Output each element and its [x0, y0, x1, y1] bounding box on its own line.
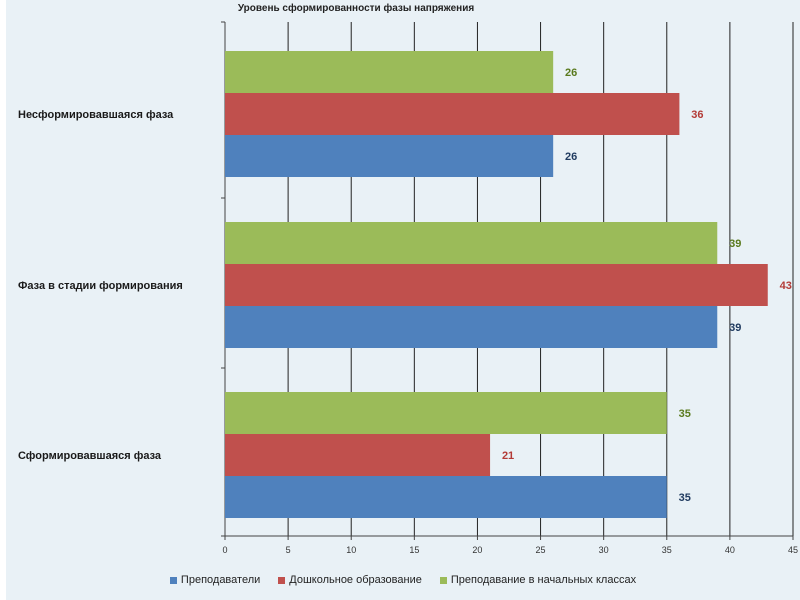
bar-0-0: [225, 135, 554, 177]
legend-label-primary: Преподавание в начальных классах: [450, 574, 637, 586]
data-label-0-0: 26: [565, 151, 577, 163]
data-label-2-0: 35: [679, 492, 691, 504]
bar-1-1: [225, 264, 768, 306]
category-label-1: Фаза в стадии формирования: [18, 280, 183, 292]
data-label-2-1: 21: [502, 450, 514, 462]
legend-item-preschool: Дошкольное образование: [278, 574, 422, 586]
data-label-2-2: 35: [679, 408, 691, 420]
data-label-1-0: 39: [729, 322, 741, 334]
legend-item-primary: Преподавание в начальных классах: [439, 574, 637, 586]
category-label-0: Несформировавшаяся фаза: [18, 109, 174, 121]
bar-0-1: [225, 93, 680, 135]
legend-label-preschool: Дошкольное образование: [289, 574, 422, 586]
legend-swatch-primary: [439, 576, 447, 584]
x-tick-label-5: 5: [286, 545, 291, 555]
bar-chart: 0 5 10 15 20 25 30 35 40 45 26 36 26 Несформировавшая…: [18, 21, 798, 555]
legend-label-teachers: Преподаватели: [180, 574, 261, 586]
chart-area: Уровень сформированности фазы напряжения…: [6, 0, 800, 600]
data-label-0-1: 36: [691, 109, 703, 121]
x-tick-label-20: 20: [472, 545, 482, 555]
bar-2-1: [225, 434, 491, 476]
x-tick-label-40: 40: [725, 545, 735, 555]
x-tick-label-45: 45: [788, 545, 798, 555]
legend-swatch-teachers: [169, 576, 177, 584]
bar-0-2: [225, 51, 554, 93]
x-tick-label-35: 35: [662, 545, 672, 555]
x-tick-label-10: 10: [346, 545, 356, 555]
bar-1-0: [225, 306, 718, 348]
legend-item-teachers: Преподаватели: [169, 574, 261, 586]
x-tick-label-0: 0: [222, 545, 227, 555]
legend-swatch-preschool: [278, 576, 286, 584]
category-label-2: Сформировавшаяся фаза: [18, 450, 162, 462]
x-tick-label-15: 15: [409, 545, 419, 555]
data-label-1-2: 39: [729, 238, 741, 250]
bar-1-2: [225, 222, 718, 264]
data-label-1-1: 43: [780, 280, 792, 292]
bar-2-2: [225, 392, 667, 434]
x-tick-label-25: 25: [536, 545, 546, 555]
chart-title: Уровень сформированности фазы напряжения: [237, 3, 475, 14]
legend: Преподаватели Дошкольное образование Пре…: [6, 574, 800, 586]
data-label-0-2: 26: [565, 67, 577, 79]
bar-2-0: [225, 476, 667, 518]
x-tick-label-30: 30: [599, 545, 609, 555]
